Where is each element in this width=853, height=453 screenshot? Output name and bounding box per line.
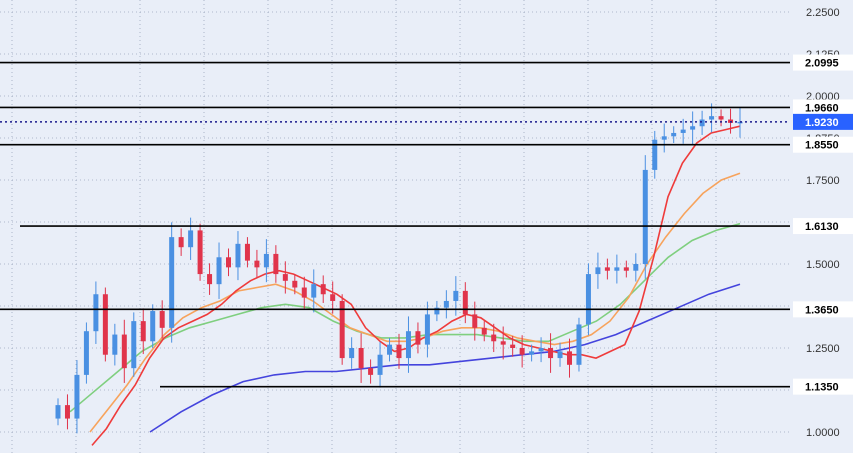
candle-body bbox=[121, 334, 127, 369]
level-label-box bbox=[793, 378, 853, 395]
candle-body bbox=[699, 119, 705, 127]
level-label-box bbox=[793, 218, 853, 235]
candle-body bbox=[680, 129, 686, 133]
y-tick-label: 1.2500 bbox=[806, 343, 840, 355]
level-label-box bbox=[793, 301, 853, 318]
candle-body bbox=[737, 121, 743, 124]
candle-body bbox=[150, 311, 156, 342]
candle-body bbox=[273, 253, 279, 275]
candle-body bbox=[349, 348, 355, 359]
candle-body bbox=[462, 290, 468, 315]
candle-body bbox=[396, 344, 402, 359]
candle-body bbox=[500, 341, 506, 345]
level-labels: 2.0995 1.9660 1.8550 1.6130 1.3650 1.1350 1.92… bbox=[793, 54, 853, 395]
candle-body bbox=[102, 294, 108, 355]
candle-body bbox=[585, 274, 591, 325]
candle-body bbox=[424, 314, 430, 345]
y-tick-label: 2.2500 bbox=[806, 7, 840, 19]
candle-body bbox=[263, 253, 269, 268]
level-label: 1.1350 bbox=[805, 382, 839, 394]
level-label: 1.3650 bbox=[805, 304, 839, 316]
y-tick-label: 1.0000 bbox=[806, 427, 840, 439]
level-label: 1.9660 bbox=[805, 102, 839, 114]
candle-body bbox=[74, 374, 80, 419]
candle-body bbox=[339, 300, 345, 359]
candle-body bbox=[623, 267, 629, 271]
candle-body bbox=[443, 300, 449, 308]
candle-body bbox=[718, 116, 724, 120]
candle-body bbox=[642, 169, 648, 264]
candle-body bbox=[83, 331, 89, 375]
level-label: 1.6130 bbox=[805, 221, 839, 233]
candle-body bbox=[472, 314, 478, 328]
last-price-label: 1.9230 bbox=[805, 117, 839, 129]
level-label-box bbox=[793, 99, 853, 116]
candle-body bbox=[169, 237, 175, 328]
candle-body bbox=[188, 230, 194, 248]
candle-body bbox=[614, 267, 620, 271]
candle-body bbox=[159, 311, 165, 328]
candle-body bbox=[112, 334, 118, 355]
candle-body bbox=[320, 284, 326, 295]
candle-body bbox=[576, 324, 582, 365]
candle-body bbox=[671, 132, 677, 137]
candle-body bbox=[55, 405, 61, 419]
candle-body bbox=[604, 267, 610, 271]
candle-body bbox=[207, 274, 213, 285]
candle-body bbox=[131, 321, 137, 369]
level-label-box bbox=[793, 136, 853, 153]
candles bbox=[55, 103, 743, 434]
candle-body bbox=[548, 348, 554, 359]
candle-body bbox=[567, 351, 572, 365]
y-tick-label: 1.5000 bbox=[806, 259, 840, 271]
candle-body bbox=[377, 354, 383, 375]
level-label: 1.8550 bbox=[805, 140, 839, 152]
candle-body bbox=[244, 243, 250, 261]
candle-body bbox=[709, 116, 715, 120]
last-price-label-box bbox=[793, 113, 853, 130]
candle-body bbox=[387, 344, 393, 355]
candle-body bbox=[292, 280, 298, 288]
candle-body bbox=[178, 237, 184, 248]
candle-body bbox=[254, 260, 260, 268]
candle-body bbox=[557, 351, 563, 359]
y-tick-label: 1.7500 bbox=[806, 175, 840, 187]
candle-body bbox=[595, 267, 601, 275]
candle-body bbox=[64, 405, 70, 419]
candle-body bbox=[330, 294, 336, 301]
level-label: 2.0995 bbox=[805, 58, 839, 70]
candle-body bbox=[235, 243, 241, 268]
candle-body bbox=[405, 331, 411, 359]
candle-body bbox=[415, 331, 421, 345]
candle-body bbox=[652, 139, 658, 170]
candle-body bbox=[282, 274, 288, 281]
candle-body bbox=[519, 348, 525, 355]
candle-body bbox=[216, 257, 222, 285]
candle-body bbox=[690, 126, 696, 130]
candle-body bbox=[538, 348, 544, 352]
candle-body bbox=[368, 368, 374, 375]
candle-body bbox=[197, 230, 203, 275]
candle-body bbox=[93, 294, 99, 332]
ma-long-line bbox=[149, 283, 741, 433]
candle-body bbox=[510, 344, 516, 348]
level-label-box bbox=[793, 54, 853, 71]
candle-body bbox=[661, 136, 667, 140]
support-resistance-levels bbox=[0, 61, 790, 388]
candle-body bbox=[226, 257, 231, 268]
candle-body bbox=[481, 327, 487, 335]
candle-body bbox=[311, 284, 317, 298]
candle-body bbox=[434, 307, 440, 315]
candle-body bbox=[140, 321, 146, 342]
candle-body bbox=[301, 287, 307, 298]
candle-body bbox=[633, 264, 639, 271]
candle-body bbox=[491, 334, 497, 342]
candle-body bbox=[529, 351, 535, 355]
candle-body bbox=[453, 290, 459, 301]
candle-body bbox=[358, 348, 364, 369]
